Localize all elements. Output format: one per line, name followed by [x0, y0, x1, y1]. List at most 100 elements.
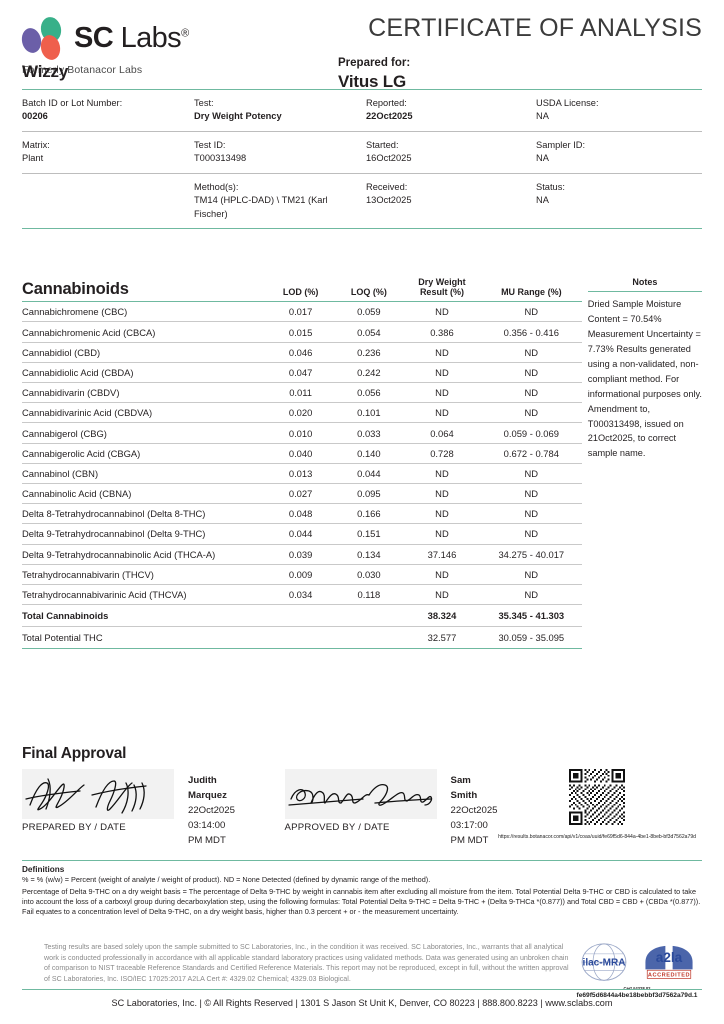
- info-value: Dry Weight Potency: [194, 111, 282, 122]
- final-approval-title: Final Approval: [22, 745, 127, 763]
- info-value: NA: [536, 153, 549, 164]
- qr-code-icon[interactable]: [569, 769, 626, 826]
- info-row: Matrix: Plant Test ID: T000313498 Starte…: [22, 131, 702, 174]
- cell-loq: 0.140: [334, 443, 404, 464]
- cell-loq: 0.134: [334, 544, 404, 565]
- info-row: Batch ID or Lot Number: 00206 Test: Dry …: [22, 90, 702, 132]
- logo-wordmark: SC Labs®: [74, 21, 189, 54]
- info-cell-test: Test: Dry Weight Potency: [194, 90, 366, 132]
- qr-code-area[interactable]: https://results.botanacor.com/api/v1/coa…: [498, 769, 702, 840]
- notes-header: Notes: [587, 277, 702, 293]
- cell-analyte: Delta 9-Tetrahydrocannabinol (Delta 9-TH…: [22, 523, 267, 545]
- cell-mu: ND: [480, 382, 582, 404]
- column-header-loq: LOQ (%): [334, 277, 404, 303]
- definitions-paragraph: Percentage of Delta 9-THC on a dry weigh…: [22, 886, 701, 917]
- cell-lod: 0.040: [266, 443, 335, 464]
- table-row: Cannabigerolic Acid (CBGA) 0.040 0.140 0.72…: [22, 443, 582, 464]
- cell-mu: ND: [480, 301, 582, 323]
- cell-analyte: Cannabinolic Acid (CBNA): [22, 483, 267, 505]
- notes-text: Dried Sample Moisture Content = 70.54% M…: [587, 299, 702, 459]
- qr-url-text[interactable]: https://results.botanacor.com/api/v1/coa…: [498, 834, 697, 841]
- column-header-result-line2: Result (%): [419, 287, 464, 298]
- table-row: Cannabidiol (CBD) 0.046 0.236 ND ND: [22, 342, 582, 363]
- info-cell-empty: [22, 173, 194, 230]
- disclaimer-text: Testing results are based solely upon th…: [44, 942, 569, 984]
- table-row: Cannabidivarin (CBDV) 0.011 0.056 ND ND: [22, 382, 582, 404]
- cell-loq: 0.044: [334, 463, 404, 484]
- info-value: T000313498: [194, 153, 247, 164]
- table-header-row: Cannabinoids LOD (%) LOQ (%) Dry Weight …: [22, 277, 582, 303]
- cell-result: ND: [403, 342, 481, 363]
- cell-result: ND: [403, 402, 481, 424]
- info-label: Status:: [536, 181, 565, 192]
- info-value: 22Oct2025: [366, 111, 413, 122]
- info-value: 16Oct2025: [366, 153, 412, 164]
- cell-lod: 0.010: [266, 422, 335, 444]
- page-footer: SC Laboratories, Inc. | © All Rights Res…: [22, 989, 702, 1008]
- table-row-total-potential-thc: Total Potential THC 32.577 30.059 - 35.095: [22, 626, 582, 650]
- cell-lod: 0.034: [266, 584, 335, 606]
- cell-lod: 0.015: [266, 321, 335, 343]
- column-header-lod: LOD (%): [266, 277, 335, 303]
- notes-column: Notes Dried Sample Moisture Content = 70…: [582, 277, 702, 649]
- logo-ellipse-purple: [19, 26, 44, 55]
- info-value: 00206: [22, 111, 48, 122]
- sample-name: Wizzy: [22, 62, 69, 81]
- logo-name-bold: SC: [74, 21, 114, 54]
- table-row: Cannabidiolic Acid (CBDA) 0.047 0.242 ND ND: [22, 362, 582, 384]
- cannabinoids-table-body: Cannabichromene (CBC) 0.017 0.059 ND ND Cann…: [22, 301, 582, 650]
- cell-mu: ND: [480, 463, 582, 484]
- cell-analyte: Cannabichromenic Acid (CBCA): [22, 321, 267, 343]
- cannabinoids-table: Cannabinoids LOD (%) LOQ (%) Dry Weight …: [22, 277, 582, 650]
- info-label: Received:: [366, 181, 408, 192]
- prepared-by-block: PREPARED BY / DATE Judith Marquez 22Oct2…: [22, 769, 236, 848]
- cell-mu: ND: [480, 402, 582, 424]
- cell-result: 0.386: [403, 321, 481, 343]
- cell-analyte: Cannabidivarinic Acid (CBDVA): [22, 402, 267, 424]
- prepared-by-time: 03:14:00 PM MDT: [188, 819, 226, 846]
- info-label: Method(s):: [194, 181, 239, 192]
- registered-mark: ®: [181, 26, 189, 39]
- cell-result: 37.146: [403, 544, 481, 565]
- cert-number-small: Cert #4328.02: [623, 985, 651, 991]
- cell-loq: 0.118: [334, 584, 404, 606]
- cell-mu: 0.356 - 0.416: [480, 321, 582, 343]
- cert-uuid-text: fe69f5d6844a4be18bebbf3d7562a79d.1: [576, 991, 698, 999]
- cell-lod: 0.013: [266, 463, 335, 484]
- cell-analyte: Cannabigerolic Acid (CBGA): [22, 443, 267, 464]
- cell-mu: 0.059 - 0.069: [480, 422, 582, 444]
- table-row: Cannabichromene (CBC) 0.017 0.059 ND ND: [22, 301, 582, 323]
- info-cell-received: Received: 13Oct2025: [366, 173, 536, 230]
- prepared-by-meta: Judith Marquez 22Oct2025 03:14:00 PM MDT: [174, 769, 236, 848]
- cell-mu: 34.275 - 40.017: [480, 544, 582, 565]
- column-header-analyte: Cannabinoids: [22, 277, 267, 303]
- info-label: Test ID:: [194, 139, 226, 150]
- info-cell-methods: Method(s): TM14 (HPLC-DAD) \ TM21 (Karl …: [194, 173, 366, 230]
- info-cell-started: Started: 16Oct2025: [366, 131, 536, 174]
- table-row: Cannabinol (CBN) 0.013 0.044 ND ND: [22, 463, 582, 484]
- info-label: USDA License:: [536, 98, 599, 108]
- cell-result: ND: [403, 523, 481, 545]
- table-row: Cannabidivarinic Acid (CBDVA) 0.020 0.101 N…: [22, 402, 582, 424]
- cell-analyte: Delta 8-Tetrahydrocannabinol (Delta 8-TH…: [22, 503, 267, 525]
- signature-row: PREPARED BY / DATE Judith Marquez 22Oct2…: [22, 769, 702, 848]
- table-row: Delta 9-Tetrahydrocannabinolic Acid (THC…: [22, 544, 582, 565]
- table-row: Cannabichromenic Acid (CBCA) 0.015 0.054 0.…: [22, 321, 582, 343]
- cell-lod: [266, 626, 335, 650]
- approved-by-date: 22Oct2025: [450, 804, 498, 816]
- table-row: Tetrahydrocannabivarin (THCV) 0.009 0.030 N…: [22, 564, 582, 585]
- cell-result: ND: [403, 564, 481, 585]
- cell-analyte: Cannabichromene (CBC): [22, 301, 267, 323]
- cell-lod: 0.048: [266, 503, 335, 525]
- cell-lod: 0.020: [266, 402, 335, 424]
- svg-text:ilac-MRA: ilac-MRA: [583, 958, 626, 969]
- cannabinoids-section: Cannabinoids LOD (%) LOQ (%) Dry Weight …: [22, 277, 702, 650]
- table-row: Delta 9-Tetrahydrocannabinol (Delta 9-TH…: [22, 523, 582, 545]
- cell-analyte: Total Potential THC: [22, 626, 267, 650]
- table-row: Cannabinolic Acid (CBNA) 0.027 0.095 ND ND: [22, 483, 582, 505]
- column-header-result-line1: Dry Weight: [418, 277, 466, 288]
- approved-by-meta: Sam Smith 22Oct2025 03:17:00 PM MDT: [437, 769, 499, 848]
- cell-lod: 0.011: [266, 382, 335, 404]
- cell-analyte: Tetrahydrocannabivarin (THCV): [22, 564, 267, 585]
